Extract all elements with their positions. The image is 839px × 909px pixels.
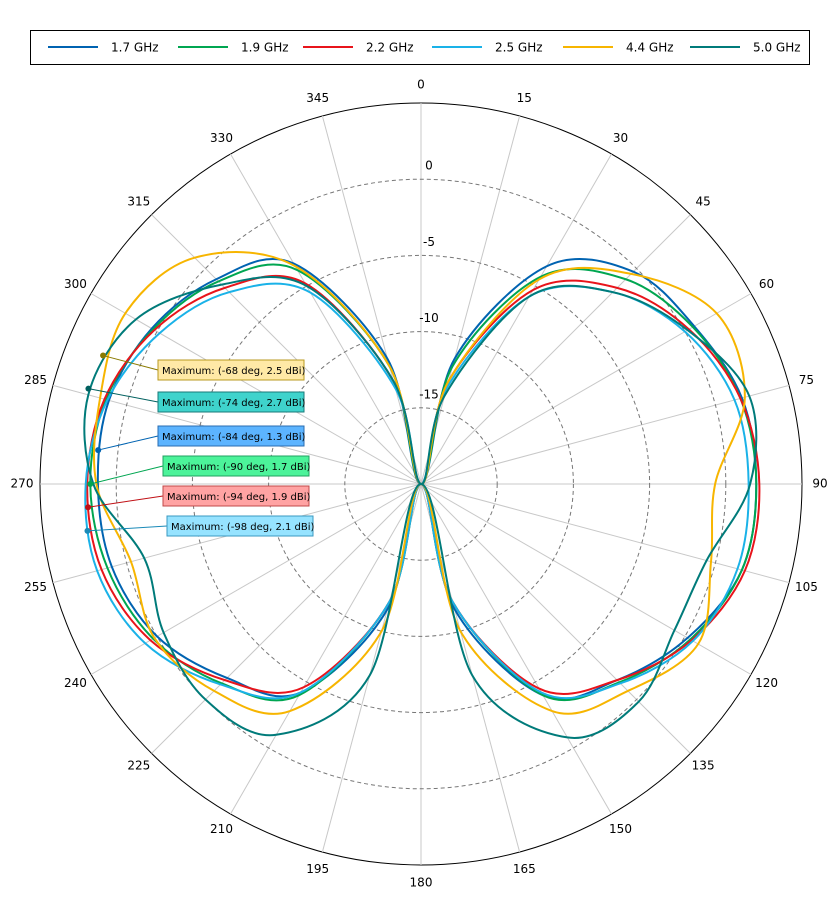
angle-grid-line [420, 384, 790, 485]
annotation-text: Maximum: (-74 deg, 2.7 dBi) [162, 398, 306, 409]
annotation-marker [95, 447, 102, 454]
angle-grid-line [420, 214, 691, 485]
annotation-box [157, 425, 305, 447]
angle-tick-label: 285 [24, 373, 47, 387]
legend-label: 5.0 GHz [753, 41, 801, 55]
angle-tick-label: 255 [24, 580, 47, 594]
legend-label: 2.2 GHz [366, 41, 414, 55]
angle-tick-label: 135 [692, 759, 715, 773]
angle-grid-line [321, 115, 422, 485]
annotation-text: Maximum: (-90 deg, 1.7 dBi) [167, 462, 311, 473]
annotation: Maximum: (-74 deg, 2.7 dBi) [85, 385, 306, 413]
angle-tick-label: 75 [799, 373, 814, 387]
annotation: Maximum: (-90 deg, 1.7 dBi) [87, 455, 311, 487]
angle-tick-label: 15 [517, 91, 532, 105]
angle-tick-label: 315 [127, 194, 150, 208]
radial-tick-label: -15 [419, 387, 439, 401]
annotation: Maximum: (-94 deg, 1.9 dBi) [85, 485, 311, 511]
annotation-marker [84, 527, 91, 534]
annotation-marker [85, 385, 92, 392]
angle-grid-line [90, 293, 422, 485]
annotation-text: Maximum: (-68 deg, 2.5 dBi) [162, 366, 306, 377]
angle-tick-label: 240 [64, 676, 87, 690]
angle-tick-label: 120 [755, 676, 778, 690]
radial-tick-label: -5 [423, 235, 435, 249]
angle-tick-label: 180 [410, 876, 433, 890]
angle-grid-line [230, 153, 422, 485]
radial-tick-label: -10 [419, 311, 439, 325]
annotation-text: Maximum: (-98 deg, 2.1 dBi) [171, 522, 315, 533]
angle-grid-line [420, 483, 752, 675]
annotation-leader [87, 495, 164, 508]
angle-tick-label: 195 [306, 862, 329, 876]
angle-grid-line [420, 153, 612, 485]
angle-tick-label: 300 [64, 277, 87, 291]
annotation: Maximum: (-84 deg, 1.3 dBi) [95, 425, 306, 454]
angle-tick-label: 0 [417, 78, 425, 92]
legend-label: 1.9 GHz [241, 41, 289, 55]
angle-tick-label: 150 [609, 822, 632, 836]
angle-tick-label: 270 [11, 477, 34, 491]
annotation-marker [85, 504, 92, 511]
radial-grid-circle [191, 254, 651, 714]
angle-tick-label: 30 [613, 131, 628, 145]
angle-grid-line [420, 115, 521, 485]
annotation: Maximum: (-98 deg, 2.1 dBi) [84, 515, 315, 537]
angle-grid-line [230, 483, 422, 815]
legend-box [30, 30, 810, 65]
annotation-marker [100, 352, 107, 359]
annotation-leader [87, 525, 168, 532]
angle-tick-label: 105 [795, 580, 818, 594]
annotation-text: Maximum: (-94 deg, 1.9 dBi) [167, 492, 311, 503]
series-line [83, 276, 758, 739]
annotation-box [157, 359, 305, 381]
angle-tick-label: 165 [513, 862, 536, 876]
legend-label: 4.4 GHz [626, 41, 674, 55]
angle-tick-label: 60 [759, 277, 774, 291]
angle-grid-line [420, 293, 752, 485]
annotation-text: Maximum: (-84 deg, 1.3 dBi) [162, 432, 306, 443]
annotation-leader [90, 465, 164, 485]
angle-tick-label: 225 [127, 759, 150, 773]
radial-grid-circle [344, 407, 498, 561]
annotation-box [162, 455, 310, 477]
angle-tick-label: 345 [306, 91, 329, 105]
annotation: Maximum: (-68 deg, 2.5 dBi) [100, 352, 306, 381]
angle-tick-label: 330 [210, 131, 233, 145]
angle-grid-line [420, 483, 691, 754]
angle-grid-line [151, 214, 422, 485]
legend-label: 1.7 GHz [111, 41, 159, 55]
radial-grid-circle [115, 178, 727, 790]
angle-grid-line [420, 483, 612, 815]
angle-tick-label: 90 [812, 477, 827, 491]
angle-tick-label: 45 [695, 194, 710, 208]
annotation-box [162, 485, 310, 507]
annotation-marker [87, 481, 94, 487]
angle-grid-line [420, 483, 790, 584]
annotation-box [157, 391, 305, 413]
angle-grid-line [151, 483, 422, 754]
annotation-leader [88, 388, 159, 403]
radial-grid-circle [268, 331, 574, 637]
annotation-leader [102, 355, 159, 371]
angle-tick-label: 210 [210, 822, 233, 836]
annotation-box [166, 515, 314, 537]
radial-tick-label: 0 [425, 159, 433, 173]
annotation-leader [98, 435, 159, 451]
legend-label: 2.5 GHz [495, 41, 543, 55]
